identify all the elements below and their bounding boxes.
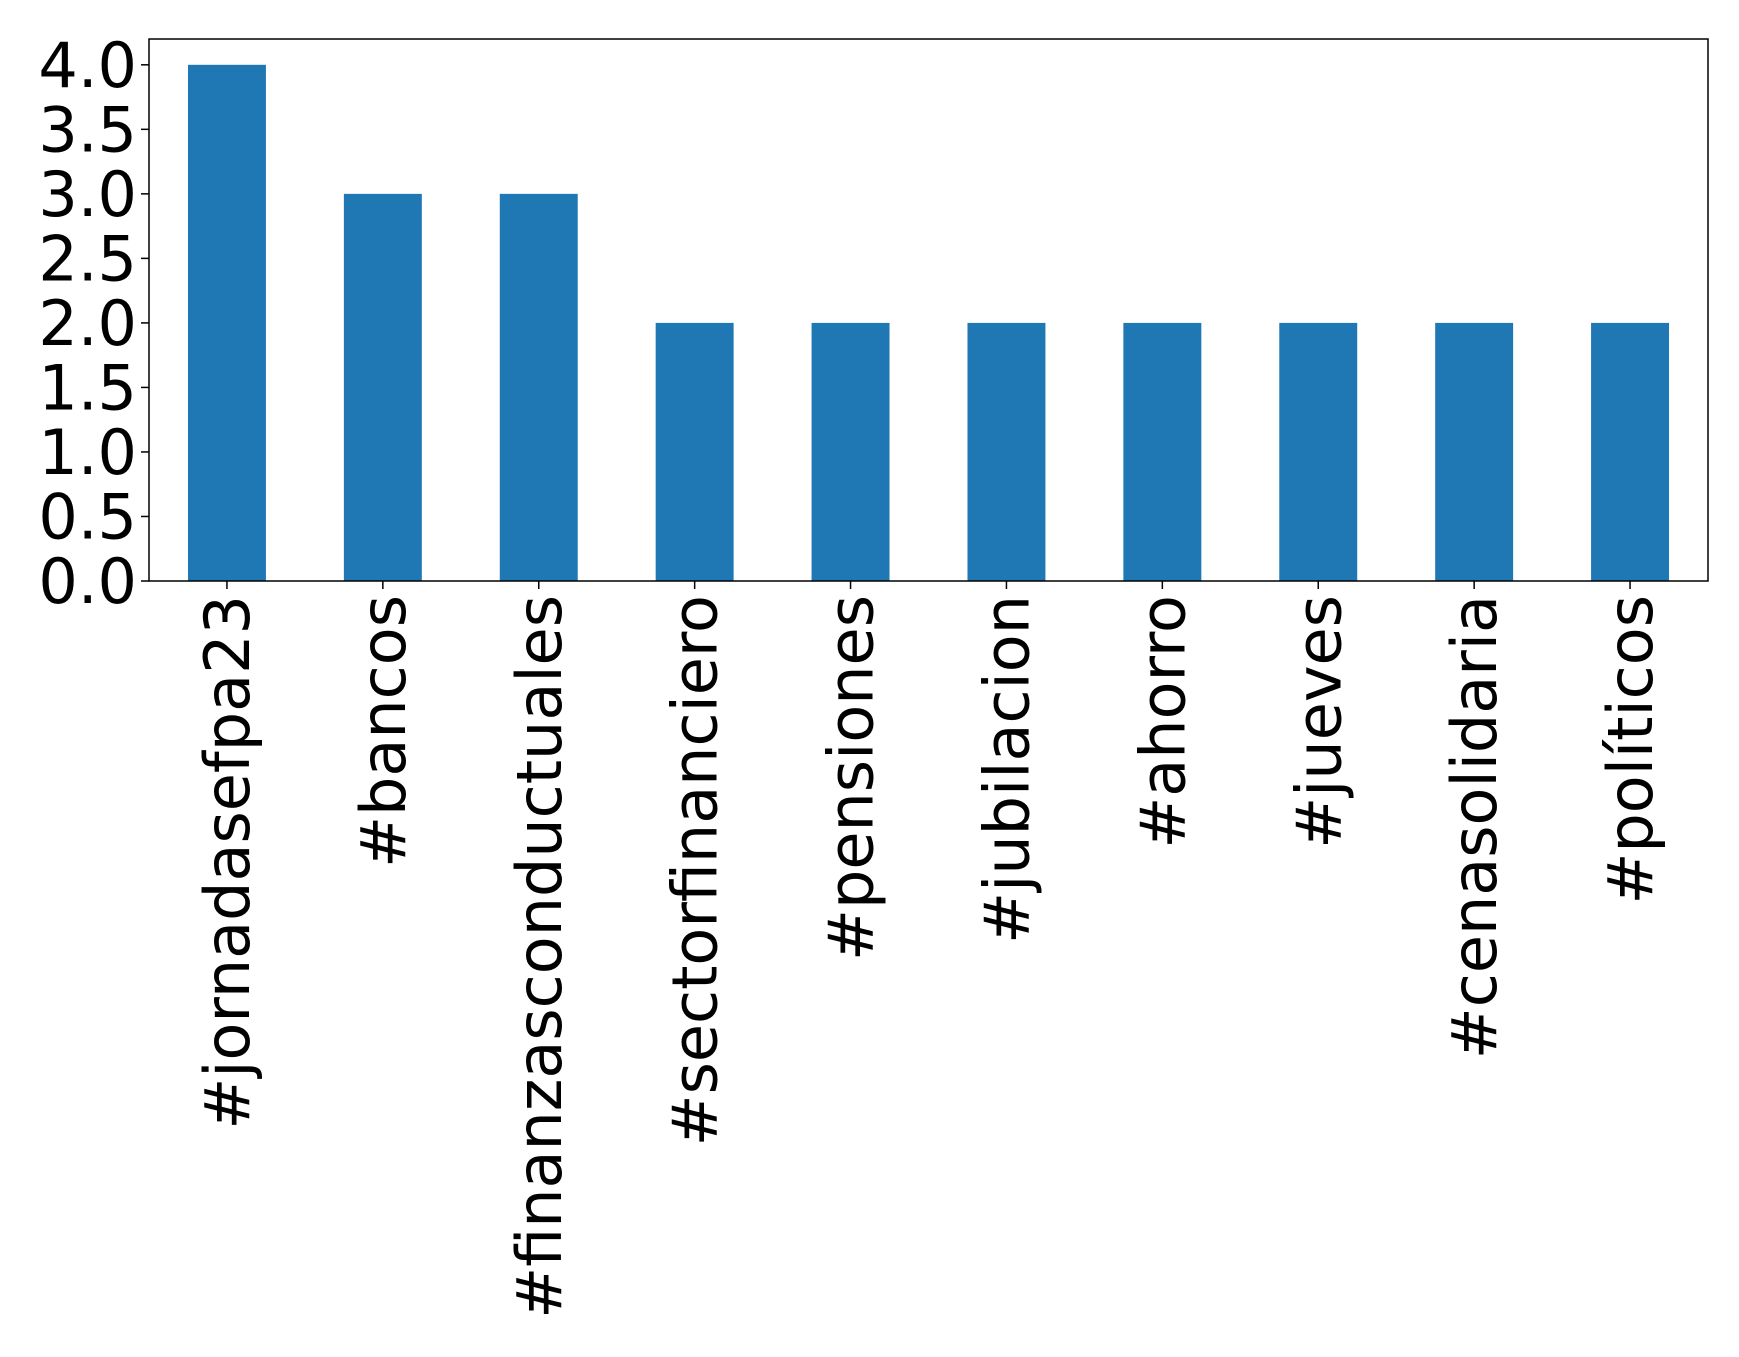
bar bbox=[1591, 322, 1670, 581]
bar bbox=[967, 322, 1046, 581]
x-tick-label: #sectorfinanciero bbox=[659, 595, 732, 1146]
x-tick-label: #jubilacion bbox=[970, 595, 1043, 944]
bar bbox=[655, 322, 734, 581]
x-tick-label: #cenasolidaria bbox=[1438, 595, 1511, 1059]
y-tick-label: 0.0 bbox=[38, 545, 137, 618]
y-tick-label: 2.5 bbox=[38, 222, 137, 295]
bar bbox=[343, 193, 422, 581]
x-tick-label: #jueves bbox=[1282, 595, 1355, 849]
bar bbox=[1123, 322, 1202, 581]
x-tick-label: #políticos bbox=[1594, 595, 1667, 905]
bar bbox=[499, 193, 578, 581]
x-tick-label: #bancos bbox=[347, 595, 420, 868]
y-tick-label: 3.5 bbox=[38, 93, 137, 166]
x-tick-label: #finanzasconductuales bbox=[503, 595, 576, 1319]
bar bbox=[187, 64, 266, 582]
y-tick-label: 3.0 bbox=[38, 158, 137, 231]
y-tick-label: 1.5 bbox=[38, 351, 137, 424]
bar bbox=[1435, 322, 1514, 581]
y-tick-label: 2.0 bbox=[38, 287, 137, 360]
bar bbox=[811, 322, 890, 581]
y-tick-label: 4.0 bbox=[38, 29, 137, 102]
plot-frame bbox=[148, 38, 1709, 582]
x-tick-label: #pensiones bbox=[815, 595, 888, 961]
y-tick-label: 1.0 bbox=[38, 416, 137, 489]
y-tick-label: 0.5 bbox=[38, 480, 137, 553]
x-tick-label: #jornadasefpa23 bbox=[191, 595, 264, 1130]
x-tick-label: #ahorro bbox=[1126, 595, 1199, 849]
bar bbox=[1279, 322, 1358, 581]
